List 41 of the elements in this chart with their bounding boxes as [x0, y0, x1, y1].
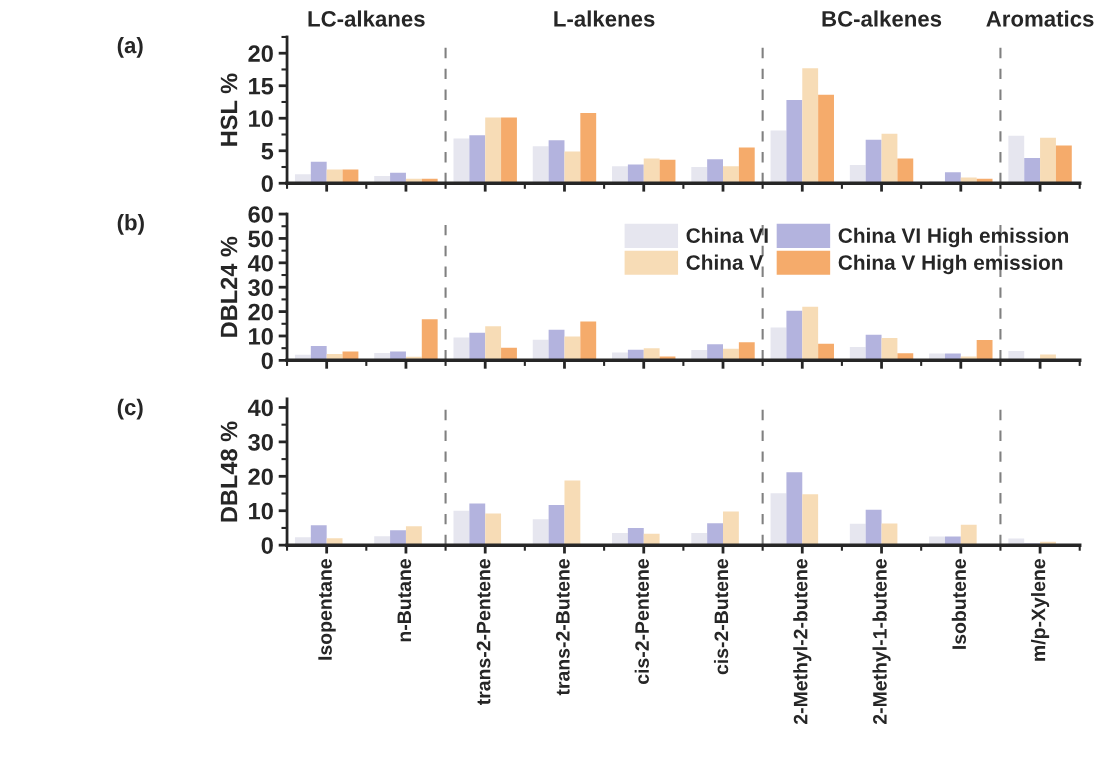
y-tick-label: 10 — [249, 502, 273, 520]
y-tick-label: 60 — [248, 206, 273, 223]
y-tick-label: 0 — [261, 537, 273, 554]
y-tick-label: 30 — [248, 279, 273, 297]
y-tick-label: 40 — [247, 399, 273, 417]
y-tick-label: 0 — [261, 352, 273, 370]
x-tick-label: 2-Methyl-2-butene — [793, 559, 812, 725]
y-axis-title: HSL % — [220, 73, 238, 146]
x-tick-label: cis-2-Butene — [713, 559, 729, 675]
y-tick-label: 0 — [261, 175, 273, 193]
chart-title: (c) — [117, 398, 143, 420]
legend-label: China VI High emission — [838, 227, 1069, 248]
x-tick-label: trans-2-Pentene — [476, 559, 491, 706]
x-tick-label: 2-Methyl-1-butene — [872, 559, 891, 725]
y-tick-label: 20 — [248, 468, 273, 486]
legend-label: China VI — [686, 227, 768, 244]
text: L-alkenes — [554, 10, 655, 27]
legend-label: China V High emission — [838, 254, 1063, 275]
x-tick-label: m/p-Xylene — [1031, 559, 1050, 661]
y-tick-label: 20 — [248, 303, 273, 321]
y-tick-label: 30 — [248, 433, 273, 451]
legend-label: China V — [686, 254, 764, 270]
x-tick-label: n-Butane — [397, 559, 412, 642]
chart-title: (b) — [117, 214, 144, 235]
y-tick-label: 10 — [249, 328, 273, 345]
x-tick-label: Isopentane — [318, 559, 336, 660]
y-tick-label: 5 — [261, 143, 274, 160]
y-axis-title: DBL48 % — [220, 421, 238, 522]
y-tick-label: 20 — [248, 45, 273, 62]
text: BC-alkenes — [822, 10, 942, 27]
y-axis-title: DBL24 % — [220, 236, 238, 337]
text: LC-alkanes — [308, 10, 425, 27]
y-tick-label: 15 — [249, 78, 274, 95]
x-tick-label: Isobutene — [951, 559, 967, 649]
y-tick-label: 40 — [247, 254, 273, 272]
x-tick-label: trans-2-Butene — [555, 559, 570, 696]
y-tick-label: 10 — [249, 110, 273, 128]
x-tick-label: cis-2-Pentene — [634, 559, 649, 685]
y-tick-label: 50 — [248, 230, 273, 248]
chart-title: (a) — [117, 36, 143, 58]
text: Aromatics — [986, 10, 1094, 27]
